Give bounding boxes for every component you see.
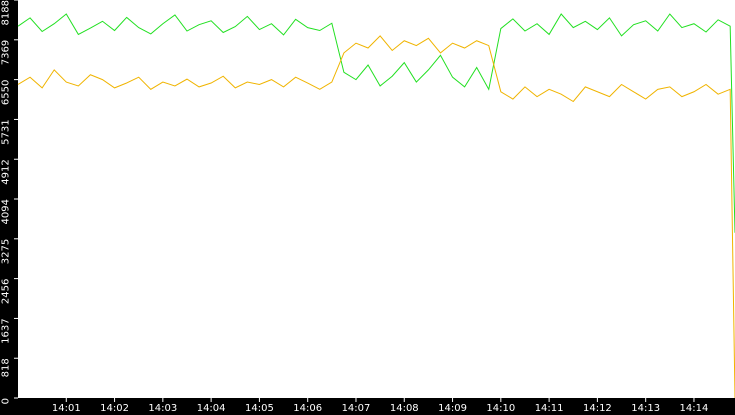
y-tick-label: 4912 [0,159,11,184]
x-tick-label: 14:02 [100,403,129,414]
x-tick-label: 14:06 [293,403,322,414]
series-line [17,35,735,399]
y-tick-label: 6550 [0,80,11,105]
y-tick-label: 7369 [0,40,11,65]
x-tick-label: 14:12 [583,403,612,414]
x-tick-label: 14:10 [486,403,515,414]
series-line [17,13,735,233]
x-axis-strip [0,398,735,415]
y-tick-label: 5731 [0,119,11,144]
x-tick-label: 14:07 [342,403,371,414]
x-tick-label: 14:09 [438,403,467,414]
x-tick-label: 14:11 [535,403,564,414]
y-tick-label: 818 [0,358,11,377]
x-tick-label: 14:04 [197,403,226,414]
y-tick-label: 2456 [0,279,11,304]
y-tick-label: 8188 [0,0,11,25]
x-tick-label: 14:13 [631,403,660,414]
x-tick-label: 14:14 [680,403,709,414]
y-tick-label: 0 [0,398,11,404]
x-tick-label: 14:08 [390,403,419,414]
x-tick-label: 14:03 [148,403,177,414]
y-tick-label: 3275 [0,239,11,264]
y-tick-label: 4094 [0,199,11,224]
y-tick-label: 1637 [0,318,11,343]
y-axis-strip [0,0,18,415]
x-tick-label: 14:01 [52,403,81,414]
x-tick-label: 14:05 [245,403,274,414]
